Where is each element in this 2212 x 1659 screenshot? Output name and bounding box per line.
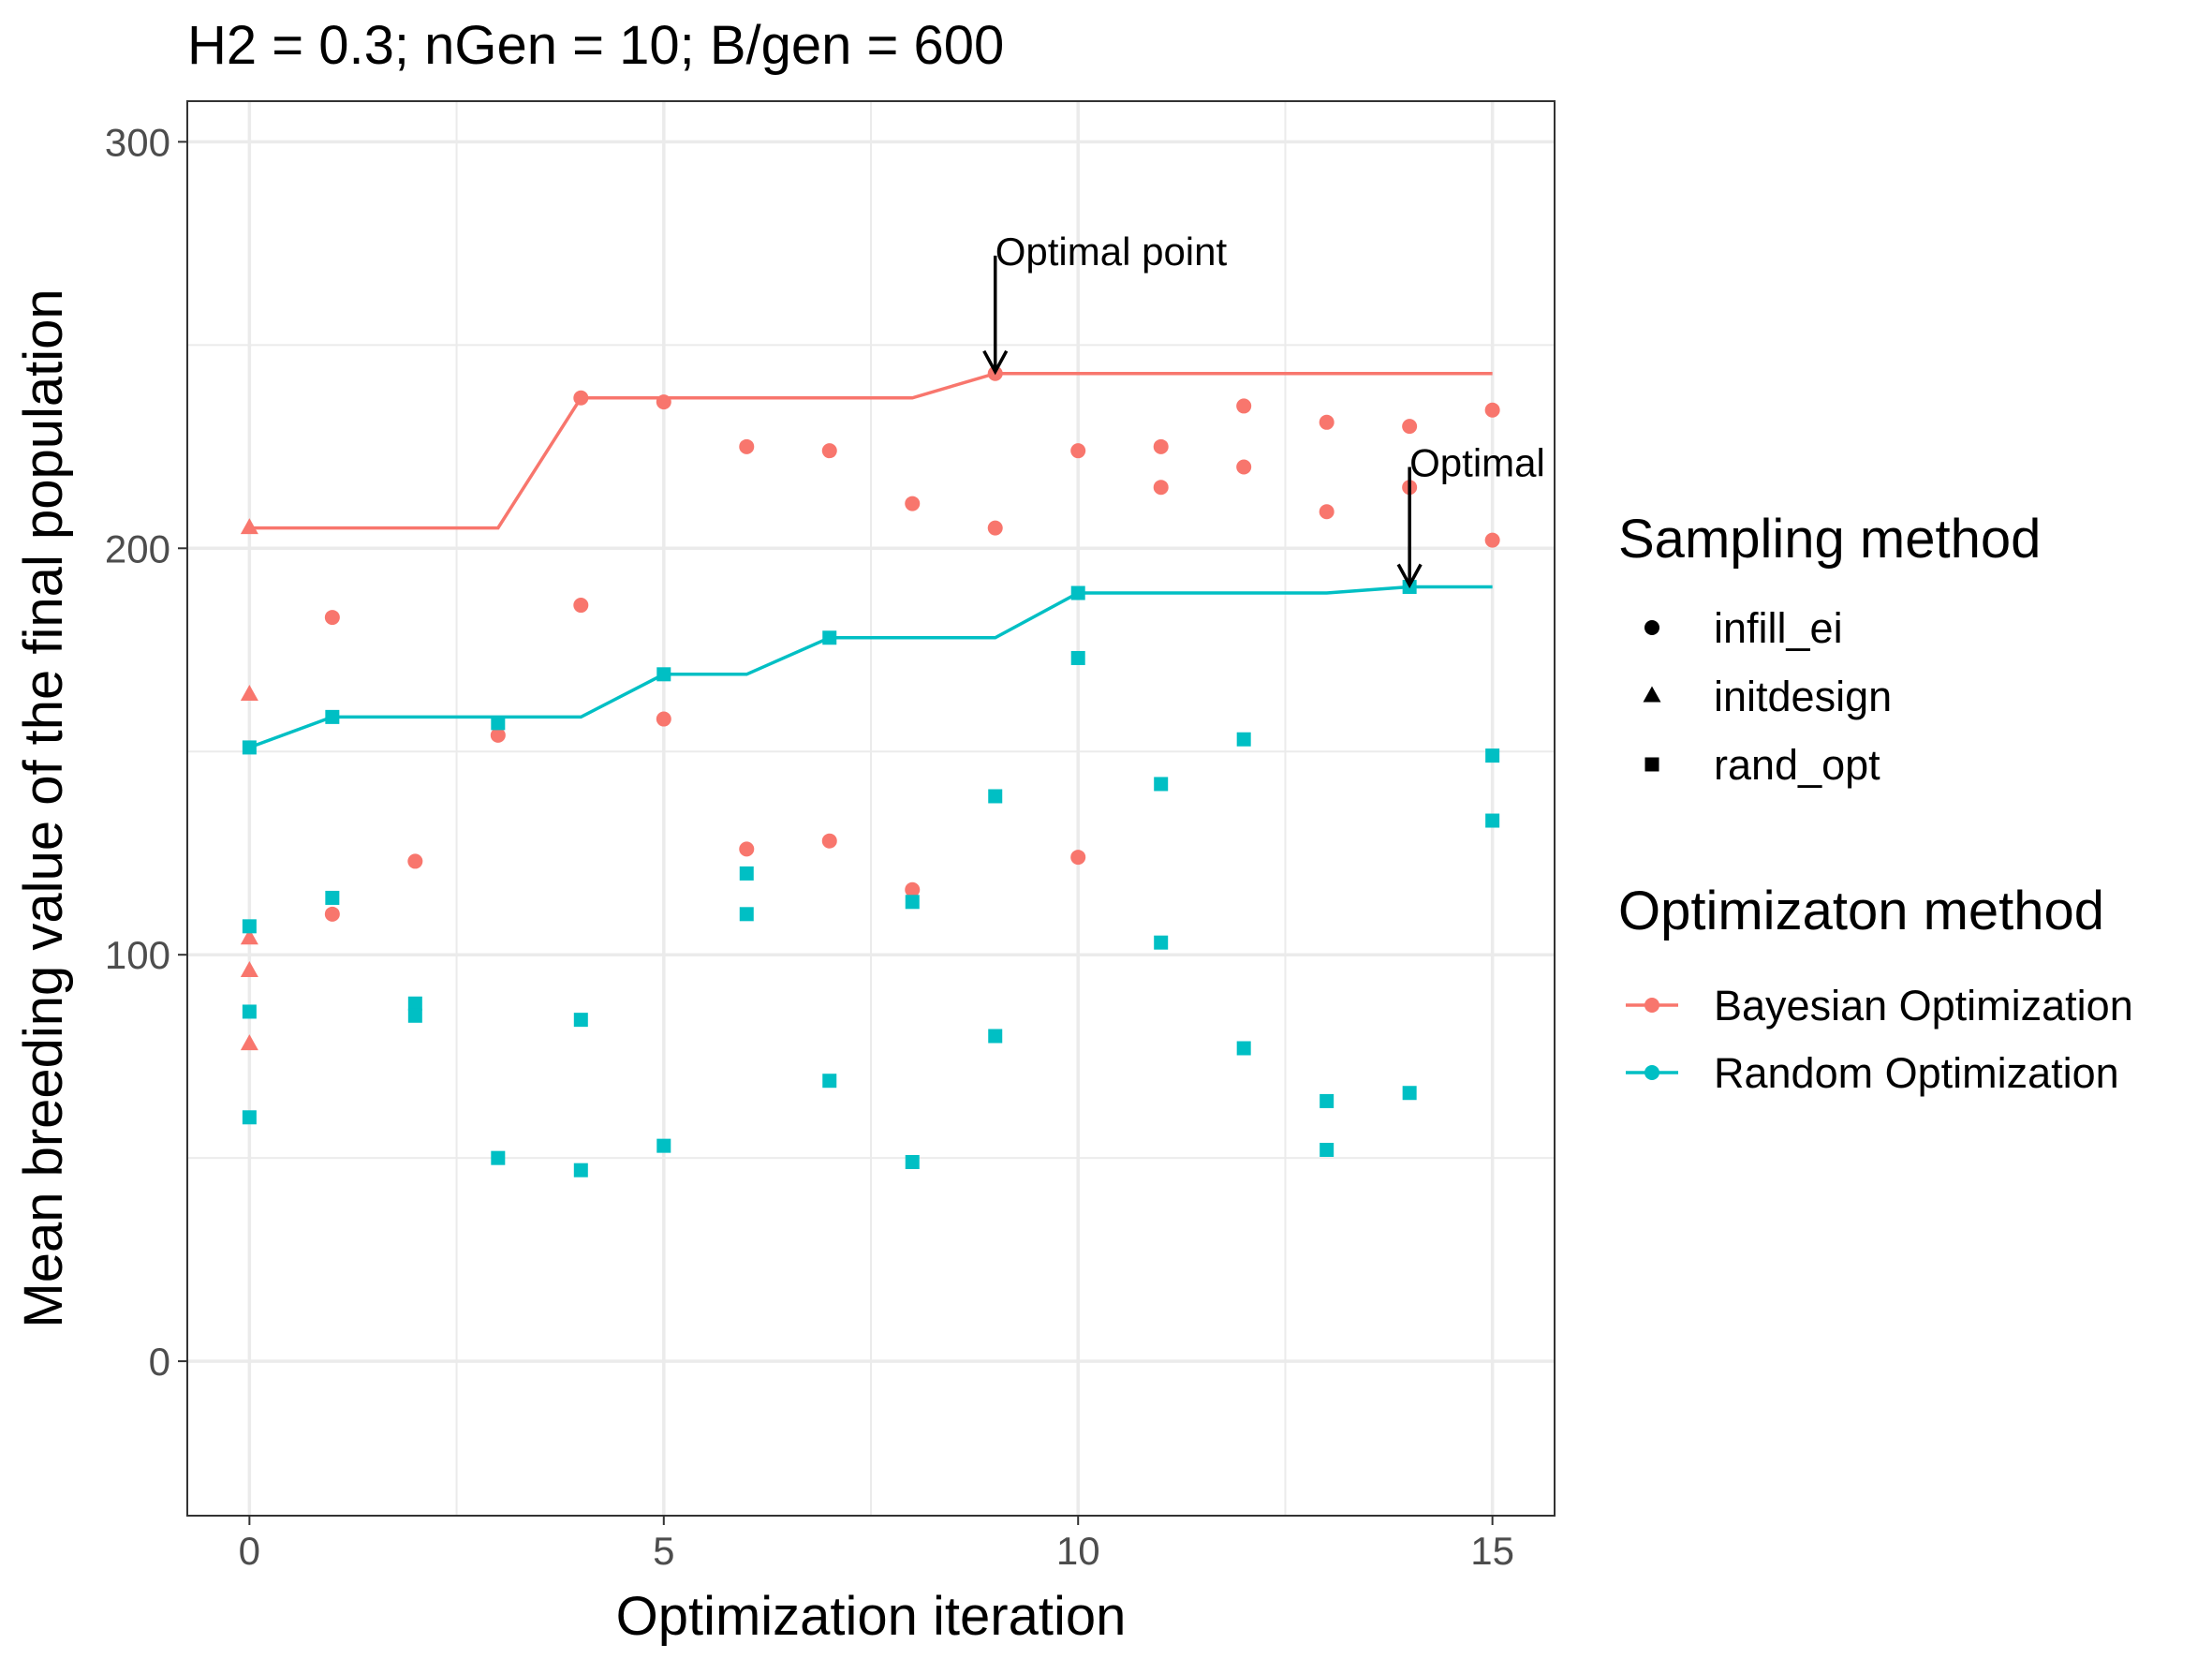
data-point-circle [656, 394, 671, 410]
data-points [240, 365, 1500, 1178]
data-point-square [242, 1110, 257, 1125]
data-point-square [1236, 1041, 1251, 1056]
data-point-circle [987, 520, 1003, 536]
data-point-circle [739, 841, 755, 857]
shape-legend-label: infill_ei [1714, 604, 1843, 652]
legend-key-dot [1644, 1065, 1659, 1080]
data-point-circle [1153, 480, 1169, 496]
data-point-square [1402, 1086, 1417, 1101]
data-point-square [407, 996, 422, 1011]
data-point-square [988, 789, 1003, 804]
data-point-square [325, 709, 340, 724]
data-point-circle [407, 853, 423, 869]
data-point-circle [1236, 398, 1252, 414]
x-tick-label: 15 [1470, 1529, 1514, 1573]
x-tick-label: 10 [1056, 1529, 1100, 1573]
color-legend-label: Random Optimization [1714, 1049, 2119, 1097]
data-point-triangle [240, 961, 258, 978]
data-point-square [242, 740, 257, 755]
series-line [249, 371, 1493, 530]
panel-border [186, 100, 1556, 1517]
x-axis-title: Optimization iteration [616, 1586, 1127, 1647]
x-tick-label: 5 [653, 1529, 674, 1573]
data-point-square [325, 890, 340, 905]
data-point-circle [490, 727, 506, 743]
data-point-circle [656, 711, 671, 727]
data-point-square [491, 716, 506, 731]
data-point-square [1236, 732, 1251, 747]
annotation-arrowhead [1396, 563, 1423, 589]
y-tick-label: 200 [105, 526, 170, 570]
data-point-square [1485, 813, 1500, 828]
data-point-circle [573, 390, 589, 406]
data-point-circle [1484, 532, 1500, 548]
data-point-square [988, 1029, 1003, 1044]
data-point-circle [324, 906, 340, 922]
data-point-circle [821, 443, 837, 459]
data-point-square [822, 1074, 837, 1089]
data-point-square [656, 667, 671, 682]
legend: Sampling method infill_ei initdesign rand_o… [1618, 509, 2133, 1097]
data-point-square [656, 1138, 671, 1153]
data-point-circle [1153, 438, 1169, 454]
data-point-square [822, 630, 837, 645]
data-point-square [573, 1013, 588, 1028]
data-point-square [242, 1004, 257, 1019]
y-tick-label: 300 [105, 120, 170, 164]
data-point-square [739, 866, 754, 881]
annotations: Optimal point Optimal [982, 230, 1545, 589]
annotation-text: Optimal point [995, 230, 1228, 274]
data-point-square [739, 907, 754, 922]
legend-key-triangle [1643, 686, 1661, 703]
data-point-square [1320, 1093, 1335, 1108]
data-point-circle [1484, 402, 1500, 418]
data-point-square [407, 1008, 422, 1023]
data-point-square [1485, 748, 1500, 763]
chart-title: H2 = 0.3; nGen = 10; B/gen = 600 [187, 15, 1004, 76]
data-point-circle [324, 610, 340, 626]
data-point-circle [821, 833, 837, 849]
data-point-square [1320, 1142, 1335, 1157]
data-point-triangle [240, 518, 258, 535]
data-point-square [1070, 585, 1085, 600]
data-point-square [573, 1163, 588, 1178]
data-point-square [1070, 650, 1085, 665]
shape-legend-label: rand_opt [1714, 741, 1880, 789]
data-point-circle [905, 881, 921, 897]
data-point-circle [1070, 850, 1086, 866]
data-point-square [905, 1155, 920, 1169]
legend-key-circle [1644, 620, 1659, 635]
legend-key-dot [1644, 998, 1659, 1013]
shape-legend-label: initdesign [1714, 673, 1892, 720]
y-tick-label: 0 [149, 1340, 170, 1384]
data-point-square [491, 1150, 506, 1165]
axes: 0 5 10 15 0 100 200 300 [105, 120, 1514, 1573]
color-legend-title: Optimizaton method [1618, 881, 2104, 941]
annotation-text: Optimal [1409, 441, 1545, 485]
data-point-circle [1070, 443, 1086, 459]
data-point-circle [1319, 504, 1335, 520]
data-point-circle [739, 438, 755, 454]
data-point-circle [1236, 459, 1252, 475]
data-point-square [905, 895, 920, 910]
data-point-square [242, 919, 257, 934]
legend-key-square [1644, 757, 1659, 772]
data-point-triangle [240, 1034, 258, 1051]
data-point-triangle [240, 684, 258, 701]
data-point-square [1154, 777, 1169, 792]
data-point-circle [905, 496, 921, 511]
y-axis-title: Mean breeding value of the final populat… [13, 289, 74, 1327]
data-point-circle [573, 598, 589, 614]
grid-lines [187, 101, 1555, 1516]
data-point-circle [1319, 414, 1335, 430]
data-point-triangle [240, 928, 258, 945]
data-point-circle [1402, 419, 1418, 435]
x-tick-label: 0 [239, 1529, 260, 1573]
color-legend-label: Bayesian Optimization [1714, 982, 2133, 1029]
shape-legend-title: Sampling method [1618, 509, 2041, 570]
y-tick-label: 100 [105, 933, 170, 977]
annotation-arrowhead [982, 349, 1009, 376]
data-point-square [1154, 935, 1169, 950]
